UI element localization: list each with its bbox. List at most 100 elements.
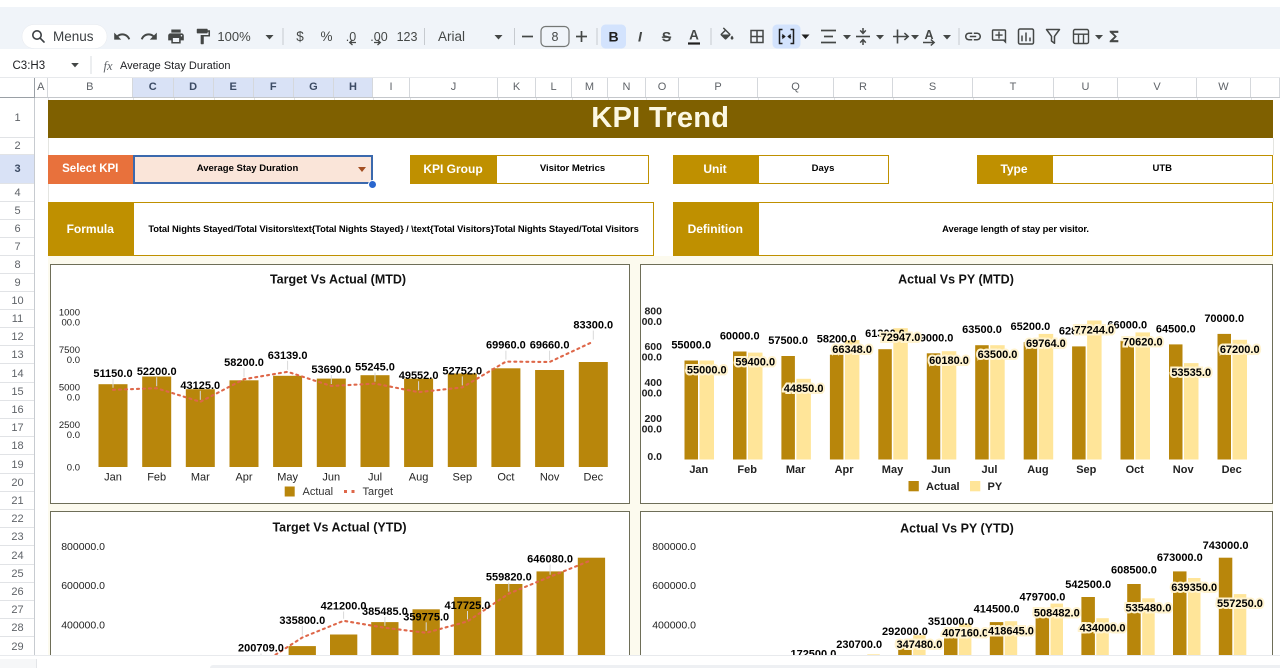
svg-text:800: 800 (644, 305, 662, 317)
svg-text:646080.0: 646080.0 (527, 553, 573, 565)
svg-text:49552.0: 49552.0 (399, 370, 439, 382)
svg-text:Target Vs Actual (MTD): Target Vs Actual (MTD) (270, 272, 406, 286)
svg-text:59400.0: 59400.0 (735, 356, 775, 368)
svg-text:62800.0: 62800.0 (1059, 325, 1099, 337)
svg-text:I: I (638, 29, 643, 45)
svg-text:400000.0: 400000.0 (61, 619, 105, 631)
svg-text:1000: 1000 (59, 307, 80, 318)
svg-text:600: 600 (644, 341, 662, 353)
svg-text:Apr: Apr (835, 463, 855, 475)
svg-text:fx: fx (103, 59, 112, 73)
svg-text:Actual Vs PY (MTD): Actual Vs PY (MTD) (898, 272, 1014, 286)
svg-text:508482.0: 508482.0 (1034, 607, 1080, 619)
svg-text:53535.0: 53535.0 (1171, 367, 1211, 379)
svg-text:67200.0: 67200.0 (1220, 343, 1260, 355)
svg-text:Feb: Feb (737, 463, 757, 475)
svg-text:400: 400 (644, 377, 662, 389)
svg-text:542500.0: 542500.0 (1065, 578, 1111, 590)
svg-text:Dec: Dec (1222, 463, 1242, 475)
svg-text:Jun: Jun (931, 463, 951, 475)
svg-text:57500.0: 57500.0 (768, 335, 808, 347)
svg-text:Oct: Oct (1126, 463, 1145, 475)
svg-text:52752.0: 52752.0 (442, 365, 482, 377)
svg-text:59000.0: 59000.0 (914, 332, 954, 344)
svg-text:800000.0: 800000.0 (61, 541, 105, 553)
svg-text:00.0: 00.0 (642, 316, 663, 328)
svg-text:60180.0: 60180.0 (929, 355, 969, 367)
svg-text:00.0: 00.0 (642, 351, 663, 363)
svg-text:Menus: Menus (53, 29, 94, 44)
svg-text:Arial: Arial (438, 29, 465, 44)
svg-text:55000.0: 55000.0 (671, 339, 711, 351)
svg-text:Mar: Mar (786, 463, 806, 475)
svg-text:414500.0: 414500.0 (974, 603, 1020, 615)
svg-text:63500.0: 63500.0 (962, 324, 1002, 336)
svg-text:Sep: Sep (1076, 463, 1096, 475)
svg-text:0.0: 0.0 (67, 430, 80, 441)
svg-text:83300.0: 83300.0 (573, 319, 613, 331)
svg-text:417725.0: 417725.0 (445, 600, 491, 612)
svg-text:66000.0: 66000.0 (1107, 319, 1147, 331)
svg-text:May: May (277, 471, 298, 483)
svg-text:69960.0: 69960.0 (486, 339, 526, 351)
svg-text:673000.0: 673000.0 (1157, 552, 1203, 564)
svg-text:69660.0: 69660.0 (530, 339, 570, 351)
svg-text:557250.0: 557250.0 (1217, 598, 1263, 610)
svg-text:PY: PY (988, 481, 1003, 493)
svg-text:43125.0: 43125.0 (180, 379, 220, 391)
svg-text:743000.0: 743000.0 (1203, 540, 1249, 552)
svg-text:70620.0: 70620.0 (1123, 336, 1163, 348)
svg-text:Sep: Sep (453, 471, 473, 483)
svg-text:0.0: 0.0 (67, 355, 80, 366)
svg-text:421200.0: 421200.0 (321, 600, 367, 612)
svg-text:7500: 7500 (59, 345, 80, 356)
svg-text:44850.0: 44850.0 (784, 382, 824, 394)
svg-text:55245.0: 55245.0 (355, 361, 395, 373)
svg-text:535480.0: 535480.0 (1125, 602, 1171, 614)
svg-text:64500.0: 64500.0 (1156, 323, 1196, 335)
svg-text:Actual: Actual (926, 481, 960, 493)
svg-text:Actual Vs PY (YTD): Actual Vs PY (YTD) (900, 521, 1014, 535)
svg-text:Nov: Nov (1173, 463, 1195, 475)
svg-text:Feb: Feb (147, 471, 166, 483)
svg-text:292000.0: 292000.0 (882, 625, 928, 637)
svg-text:Actual: Actual (303, 486, 334, 498)
svg-text:123: 123 (397, 30, 418, 44)
svg-text:5000: 5000 (59, 382, 80, 393)
svg-text:Jun: Jun (322, 471, 340, 483)
svg-text:61300.0: 61300.0 (865, 328, 905, 340)
svg-text:%: % (320, 29, 332, 44)
svg-text:B: B (608, 29, 618, 45)
svg-text:2500: 2500 (59, 420, 80, 431)
svg-text:479700.0: 479700.0 (1019, 591, 1065, 603)
svg-text:351000.0: 351000.0 (928, 615, 974, 627)
svg-text:70000.0: 70000.0 (1204, 312, 1244, 324)
svg-text:A: A (924, 28, 933, 42)
svg-text:60000.0: 60000.0 (720, 330, 760, 342)
svg-text:58200.0: 58200.0 (224, 357, 264, 369)
svg-text:Aug: Aug (409, 471, 429, 483)
svg-text:.00: .00 (370, 30, 387, 44)
svg-text:58200.0: 58200.0 (817, 333, 857, 345)
svg-text:200: 200 (644, 413, 662, 425)
svg-text:600000.0: 600000.0 (61, 580, 105, 592)
svg-text:63139.0: 63139.0 (268, 349, 308, 361)
svg-text:359775.0: 359775.0 (403, 611, 449, 623)
svg-text:0.0: 0.0 (67, 392, 80, 403)
svg-text:800000.0: 800000.0 (652, 541, 696, 553)
svg-text:0.0: 0.0 (67, 462, 80, 473)
svg-text:65200.0: 65200.0 (1011, 321, 1051, 333)
svg-text:347480.0: 347480.0 (896, 639, 942, 651)
svg-text:407160.0: 407160.0 (942, 627, 988, 639)
svg-text:$: $ (296, 29, 304, 44)
svg-text:May: May (882, 463, 904, 475)
svg-text:639350.0: 639350.0 (1171, 582, 1217, 594)
svg-text:Jul: Jul (982, 463, 998, 475)
svg-text:.0: .0 (346, 30, 356, 44)
svg-text:A: A (689, 28, 699, 43)
svg-text:600000.0: 600000.0 (652, 580, 696, 592)
svg-text:Jul: Jul (368, 471, 382, 483)
svg-text:Nov: Nov (540, 471, 560, 483)
svg-text:53690.0: 53690.0 (311, 364, 351, 376)
svg-text:Dec: Dec (584, 471, 604, 483)
